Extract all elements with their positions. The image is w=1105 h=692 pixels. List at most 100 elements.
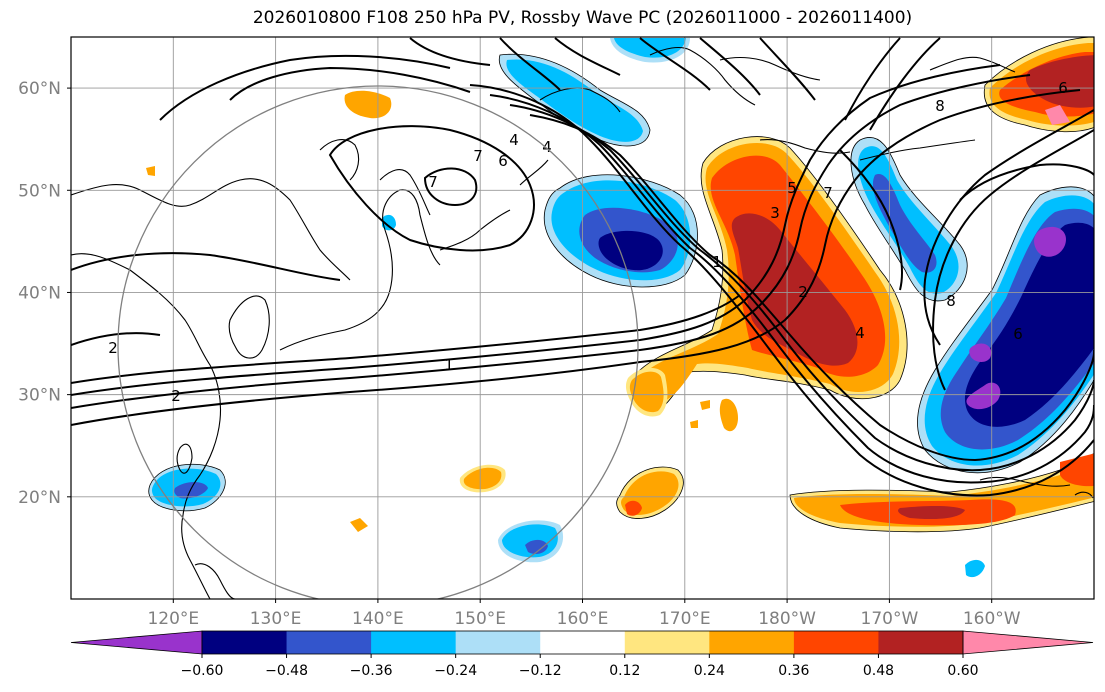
negative-anomaly-gulf-layer (969, 343, 992, 362)
coastline (439, 209, 511, 251)
colorbar-segment (709, 631, 795, 654)
x-tick-label: 180°W (758, 609, 816, 629)
x-tick-label: 160°W (963, 609, 1021, 629)
pv-contour (499, 37, 561, 91)
contour-label: 4 (542, 138, 552, 156)
pv-contour (469, 84, 1094, 497)
positive-anomaly-small (146, 90, 738, 532)
colorbar-label: 0.48 (863, 663, 894, 679)
pv-contour (759, 37, 816, 101)
negative-anomaly-small-layer (382, 214, 396, 231)
contour-label: 1 (712, 253, 722, 271)
x-axis-ticks: 120°E 130°E 140°E 150°E 160°E 170°E 180°W 170°W… (147, 599, 1021, 629)
positive-anomaly-small-layer (629, 371, 664, 413)
coastline (649, 46, 756, 106)
pv-contour (923, 109, 1094, 346)
colorbar-segment (202, 631, 288, 654)
negative-anomaly-small-layer (607, 117, 642, 141)
contour-label: 7 (428, 173, 438, 191)
contour-label: 6 (498, 152, 508, 170)
coastline (279, 189, 441, 351)
contour-label: 8 (935, 97, 945, 115)
positive-anomaly-small-layer (700, 400, 710, 410)
x-tick-label: 170°E (659, 609, 711, 629)
x-tick-label: 150°E (454, 609, 506, 629)
pv-contour (409, 37, 491, 66)
negative-anomaly-nw-pacific (543, 174, 698, 288)
contour-label: 2 (108, 339, 118, 357)
positive-anomaly-small-layer (344, 90, 392, 119)
pv-contour (839, 149, 903, 291)
pv-contour (639, 37, 711, 91)
positive-anomaly-small-layer (146, 166, 155, 176)
colorbar-label: −0.12 (519, 663, 562, 679)
pv-contour (328, 125, 535, 252)
pv-contour (159, 54, 451, 121)
colorbar-segment (455, 631, 541, 654)
contour-label: 5 (787, 179, 797, 197)
contour-label: 4 (855, 324, 865, 342)
pv-contour (699, 37, 761, 96)
colorbar-segment (793, 631, 879, 654)
pv-contour (71, 64, 1001, 396)
positive-anomaly-small-layer (463, 467, 502, 490)
pv-contour (554, 37, 621, 76)
x-tick-label: 120°E (147, 609, 199, 629)
positive-anomaly-northeast-layer (1045, 105, 1070, 125)
colorbar-label: 0.36 (778, 663, 809, 679)
coastline (379, 169, 431, 216)
y-tick-label: 60°N (18, 79, 61, 99)
colorbar-extend-min (70, 630, 203, 655)
colorbar-extend-max (962, 630, 1094, 655)
pv-contour (844, 37, 901, 121)
colorbar-label: 0.24 (694, 663, 725, 679)
colorbar-label: −0.24 (434, 663, 477, 679)
coastline (71, 178, 351, 281)
x-tick-label: 130°E (250, 609, 302, 629)
pv-contour (71, 89, 1081, 426)
pv-contour (423, 167, 478, 207)
pv-contour (71, 332, 161, 346)
positive-anomaly-small-layer (350, 518, 368, 532)
x-tick-label: 140°E (352, 609, 404, 629)
coastline (228, 295, 270, 359)
positive-anomaly-subtropical-layer (898, 505, 965, 520)
y-tick-label: 30°N (18, 386, 61, 406)
positive-anomaly-small-layer (625, 500, 642, 516)
x-tick-label: 170°W (861, 609, 919, 629)
pv-contour (71, 294, 741, 384)
pv-contour (932, 129, 1094, 391)
coastline (319, 139, 360, 181)
colorbar-segment (286, 631, 372, 654)
negative-anomaly-gulf-layer (964, 222, 1094, 427)
reference-circle (117, 85, 639, 599)
positive-anomaly-main (628, 136, 908, 413)
colorbar-segment (540, 631, 626, 654)
colorbar-label: −0.60 (181, 663, 224, 679)
colorbar-segment (371, 631, 457, 654)
negative-anomaly-gulf-layer (1034, 226, 1066, 257)
positive-anomaly-small-layer (719, 398, 738, 432)
coastline (519, 159, 549, 186)
positive-anomaly-northeast (983, 37, 1094, 133)
contour-label: 3 (770, 204, 780, 222)
colorbar-label: −0.36 (350, 663, 393, 679)
pv-contour (529, 114, 1094, 462)
y-axis-ticks: 20°N 30°N 40°N 50°N 60°N (18, 79, 71, 508)
pv-contour (71, 252, 341, 281)
colorbar-label: −0.48 (265, 663, 308, 679)
contour-label: 7 (823, 184, 833, 202)
y-tick-label: 50°N (18, 181, 61, 201)
negative-anomaly-okhotsk-layer (614, 38, 686, 58)
x-tick-label: 160°E (557, 609, 609, 629)
negative-anomaly-bering (850, 137, 968, 302)
contour-label: 1 (444, 356, 454, 374)
colorbar-label: 0.12 (609, 663, 640, 679)
coastline (929, 56, 1016, 73)
coastline (539, 87, 621, 113)
positive-anomaly-main-layer (731, 213, 858, 366)
pv-contour (489, 94, 1094, 484)
